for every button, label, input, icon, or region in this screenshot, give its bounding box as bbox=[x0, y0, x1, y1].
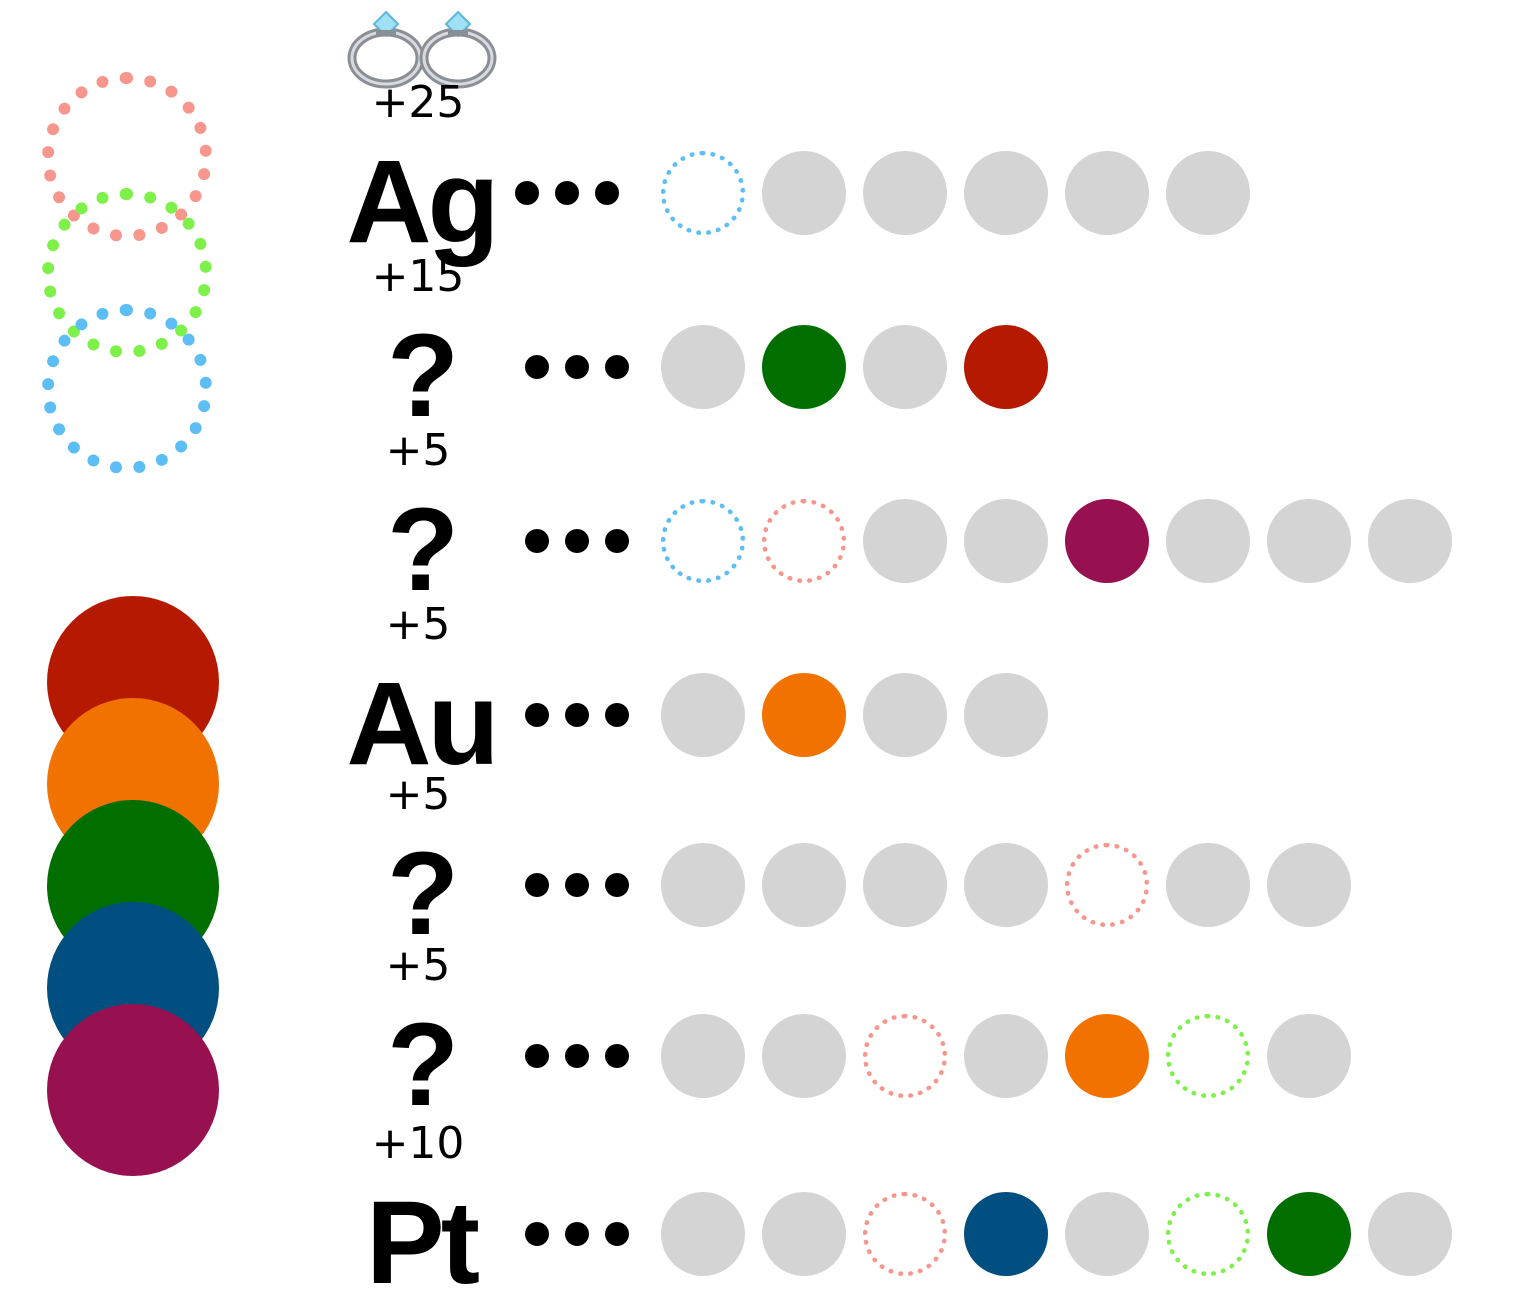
ellipsis-dot bbox=[605, 1044, 629, 1068]
disc-slot-orange[interactable] bbox=[1065, 1014, 1149, 1098]
ellipsis-dot bbox=[595, 181, 619, 205]
rings-icon bbox=[347, 10, 497, 89]
disc-slot-blue[interactable] bbox=[964, 1192, 1048, 1276]
ellipsis-dot bbox=[555, 181, 579, 205]
row-ellipsis bbox=[525, 1222, 639, 1246]
ellipsis-dot bbox=[565, 1044, 589, 1068]
ring-slot-green[interactable] bbox=[1166, 1192, 1250, 1276]
ellipsis-dot bbox=[605, 1222, 629, 1246]
empty-slot[interactable] bbox=[863, 673, 947, 757]
empty-slot[interactable] bbox=[1065, 151, 1149, 235]
ring-slot-red[interactable] bbox=[1065, 843, 1149, 927]
empty-slot[interactable] bbox=[762, 1014, 846, 1098]
row-ellipsis bbox=[525, 529, 639, 553]
ring-slot-blue[interactable] bbox=[661, 499, 745, 583]
empty-slot[interactable] bbox=[863, 151, 947, 235]
ellipsis-dot bbox=[565, 873, 589, 897]
empty-slot[interactable] bbox=[661, 1192, 745, 1276]
empty-slot[interactable] bbox=[863, 843, 947, 927]
ellipsis-dot bbox=[565, 703, 589, 727]
ring-slot-red[interactable] bbox=[863, 1014, 947, 1098]
row-points: +15 bbox=[371, 251, 465, 302]
row-points: +5 bbox=[385, 599, 451, 650]
row-points: +5 bbox=[385, 769, 451, 820]
ellipsis-dot bbox=[605, 703, 629, 727]
empty-slot[interactable] bbox=[762, 1192, 846, 1276]
empty-slot[interactable] bbox=[1267, 843, 1351, 927]
row-points: +5 bbox=[385, 425, 451, 476]
empty-slot[interactable] bbox=[1267, 499, 1351, 583]
ellipsis-dot bbox=[605, 873, 629, 897]
empty-slot[interactable] bbox=[762, 151, 846, 235]
ellipsis-dot bbox=[525, 355, 549, 379]
empty-slot[interactable] bbox=[863, 499, 947, 583]
empty-slot[interactable] bbox=[1166, 151, 1250, 235]
empty-slot[interactable] bbox=[964, 1014, 1048, 1098]
ring-slot-red[interactable] bbox=[762, 499, 846, 583]
ring-slot-red[interactable] bbox=[863, 1192, 947, 1276]
ellipsis-dot bbox=[525, 1222, 549, 1246]
ellipsis-dot bbox=[525, 529, 549, 553]
ring-slot-green[interactable] bbox=[1166, 1014, 1250, 1098]
row-symbol: ? bbox=[386, 310, 459, 442]
ellipsis-dot bbox=[565, 1222, 589, 1246]
row-symbol: Ag bbox=[346, 136, 499, 268]
row-ellipsis bbox=[525, 355, 639, 379]
ellipsis-dot bbox=[565, 529, 589, 553]
row-ellipsis bbox=[525, 873, 639, 897]
legend-ring-blue bbox=[42, 304, 212, 474]
row-points: +25 bbox=[371, 77, 465, 128]
empty-slot[interactable] bbox=[661, 325, 745, 409]
disc-slot-red[interactable] bbox=[964, 325, 1048, 409]
ellipsis-dot bbox=[605, 529, 629, 553]
ellipsis-dot bbox=[605, 355, 629, 379]
empty-slot[interactable] bbox=[1166, 843, 1250, 927]
ellipsis-dot bbox=[525, 873, 549, 897]
ellipsis-dot bbox=[565, 355, 589, 379]
ellipsis-dot bbox=[525, 1044, 549, 1068]
row-symbol: ? bbox=[386, 484, 459, 616]
disc-slot-purple[interactable] bbox=[1065, 499, 1149, 583]
disc-slot-green[interactable] bbox=[1267, 1192, 1351, 1276]
row-points: +5 bbox=[385, 940, 451, 991]
empty-slot[interactable] bbox=[863, 325, 947, 409]
empty-slot[interactable] bbox=[1166, 499, 1250, 583]
empty-slot[interactable] bbox=[964, 499, 1048, 583]
row-ellipsis bbox=[525, 1044, 639, 1068]
empty-slot[interactable] bbox=[661, 673, 745, 757]
empty-slot[interactable] bbox=[1368, 499, 1452, 583]
empty-slot[interactable] bbox=[964, 151, 1048, 235]
empty-slot[interactable] bbox=[762, 843, 846, 927]
empty-slot[interactable] bbox=[661, 843, 745, 927]
empty-slot[interactable] bbox=[661, 1014, 745, 1098]
row-symbol: Au bbox=[346, 658, 499, 790]
disc-slot-orange[interactable] bbox=[762, 673, 846, 757]
row-points: +10 bbox=[371, 1118, 465, 1169]
ring-slot-blue[interactable] bbox=[661, 151, 745, 235]
row-ellipsis bbox=[515, 181, 629, 205]
row-symbol: ? bbox=[386, 999, 459, 1131]
ellipsis-dot bbox=[525, 703, 549, 727]
row-ellipsis bbox=[525, 703, 639, 727]
disc-slot-green[interactable] bbox=[762, 325, 846, 409]
ellipsis-dot bbox=[515, 181, 539, 205]
empty-slot[interactable] bbox=[1267, 1014, 1351, 1098]
row-symbol: ? bbox=[386, 828, 459, 960]
row-symbol: Pt bbox=[366, 1177, 480, 1309]
empty-slot[interactable] bbox=[964, 673, 1048, 757]
empty-slot[interactable] bbox=[1368, 1192, 1452, 1276]
empty-slot[interactable] bbox=[964, 843, 1048, 927]
legend-disc-purple bbox=[47, 1004, 219, 1176]
empty-slot[interactable] bbox=[1065, 1192, 1149, 1276]
